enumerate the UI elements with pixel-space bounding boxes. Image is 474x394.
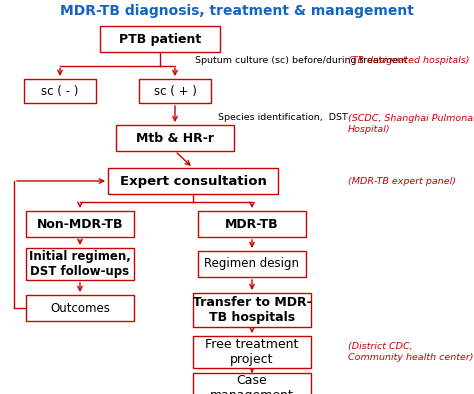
Text: Free treatment
project: Free treatment project xyxy=(205,338,299,366)
Text: Initial regimen,
DST follow-ups: Initial regimen, DST follow-ups xyxy=(29,250,131,278)
Bar xyxy=(198,211,306,237)
Text: Expert consultation: Expert consultation xyxy=(119,175,266,188)
Text: sc ( + ): sc ( + ) xyxy=(154,84,196,97)
Text: Transfer to MDR-
TB hospitals: Transfer to MDR- TB hospitals xyxy=(192,296,311,324)
Bar xyxy=(26,211,134,237)
Bar xyxy=(139,79,211,103)
Text: Sputum culture (sc) before/during treatment: Sputum culture (sc) before/during treatm… xyxy=(195,56,407,65)
Text: sc ( - ): sc ( - ) xyxy=(41,84,79,97)
Text: Species identification,  DST: Species identification, DST xyxy=(218,113,348,121)
Text: Outcomes: Outcomes xyxy=(50,301,110,314)
Text: Mtb & HR-r: Mtb & HR-r xyxy=(136,132,214,145)
Text: (MDR-TB expert panel): (MDR-TB expert panel) xyxy=(348,177,456,186)
Text: (TB designated hospitals): (TB designated hospitals) xyxy=(348,56,470,65)
Bar xyxy=(193,373,311,394)
Bar xyxy=(193,336,311,368)
Text: Case
management: Case management xyxy=(210,374,294,394)
Bar xyxy=(116,125,234,151)
Text: (SCDC, Shanghai Pulmonary
Hospital): (SCDC, Shanghai Pulmonary Hospital) xyxy=(348,114,474,134)
Text: Regimen design: Regimen design xyxy=(204,258,300,271)
Bar xyxy=(193,293,311,327)
Text: MDR-TB diagnosis, treatment & management: MDR-TB diagnosis, treatment & management xyxy=(60,4,414,18)
Text: Non-MDR-TB: Non-MDR-TB xyxy=(37,217,123,230)
Bar xyxy=(24,79,96,103)
Text: MDR-TB: MDR-TB xyxy=(225,217,279,230)
Bar xyxy=(100,26,220,52)
Text: (District CDC,
Community health center): (District CDC, Community health center) xyxy=(348,342,474,362)
Bar xyxy=(108,168,278,194)
Text: PTB patient: PTB patient xyxy=(119,32,201,45)
Bar xyxy=(26,248,134,280)
Bar xyxy=(198,251,306,277)
Bar xyxy=(26,295,134,321)
